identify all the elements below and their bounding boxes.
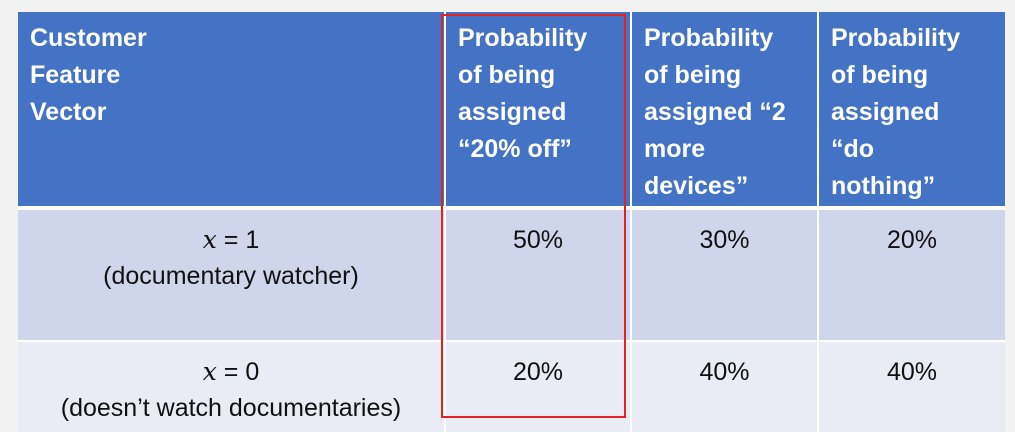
header-prob-2-more-devices: Probability of being assigned “2 more device… — [631, 12, 819, 210]
value-cell-2-more-devices: 40% — [631, 341, 819, 432]
value-cell-do-nothing: 40% — [818, 341, 1005, 432]
value-cell-2-more-devices: 30% — [631, 208, 819, 342]
x-value: = 0 — [216, 358, 260, 386]
feature-cell: x = 0 (doesn’t watch documentaries) — [18, 341, 446, 432]
header-row: Customer Feature Vector Probability of bein… — [18, 12, 1005, 210]
header-feature-vector: Customer Feature Vector — [18, 12, 446, 210]
value-cell-20-off: 20% — [445, 341, 632, 432]
feature-equation: x = 0 — [26, 354, 436, 390]
feature-description: (doesn’t watch documentaries) — [60, 394, 402, 422]
value-cell-20-off: 50% — [445, 208, 632, 342]
table-row: x = 1 (documentary watcher) 50% 30% 20% — [18, 208, 1005, 342]
feature-equation: x = 1 — [26, 222, 436, 258]
x-symbol: x — [202, 225, 217, 254]
header-text: Probability of being assigned “do nothing” — [831, 24, 961, 200]
header-text: Customer Feature Vector — [30, 24, 147, 126]
value-cell-do-nothing: 20% — [818, 208, 1005, 342]
header-text: Probability of being assigned “2 more device… — [644, 24, 786, 200]
feature-description: (documentary watcher) — [103, 262, 359, 290]
x-symbol: x — [202, 357, 217, 386]
header-prob-20-off: Probability of being assigned “20% off” — [445, 12, 632, 210]
x-value: = 1 — [216, 226, 260, 254]
feature-cell: x = 1 (documentary watcher) — [18, 208, 446, 342]
header-prob-do-nothing: Probability of being assigned “do nothing” — [818, 12, 1005, 210]
header-text: Probability of being assigned “20% off” — [458, 24, 588, 163]
table-row: x = 0 (doesn’t watch documentaries) 20% … — [18, 341, 1005, 432]
probability-table: Customer Feature Vector Probability of bein… — [18, 12, 1005, 432]
